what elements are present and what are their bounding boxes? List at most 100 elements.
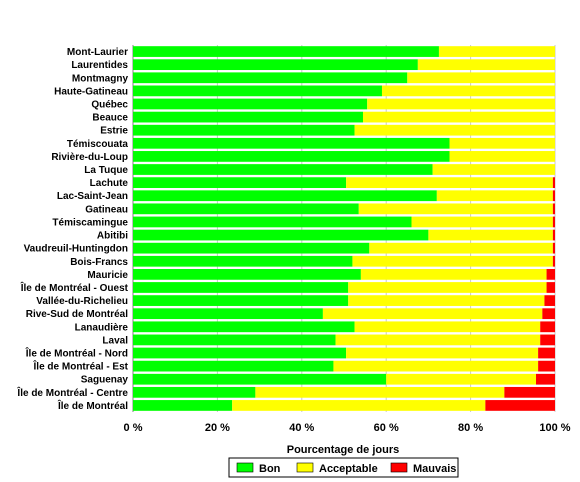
category-label: Bois-Francs [70,257,128,268]
bars [133,46,555,411]
bar-acceptable [449,151,555,162]
bar-acceptable [354,321,541,333]
bar-acceptable [411,216,553,228]
bar-bon [133,282,349,293]
x-tick-label: 40 % [289,422,314,434]
bar-acceptable [354,124,555,136]
category-label: Lac-Saint-Jean [57,191,128,202]
bar-acceptable [367,98,555,110]
bar-mauvais [552,216,555,228]
bar-bon [133,373,387,385]
bar-mauvais [546,282,555,293]
bar-acceptable [346,347,539,359]
category-label: Vallée-du-Richelieu [36,296,128,307]
bar-acceptable [407,72,555,84]
bar-bon [133,360,334,372]
bar-acceptable [362,111,555,123]
bar-mauvais [552,190,555,202]
x-tick-label: 60 % [374,422,399,434]
bar-bon [133,85,382,97]
bar-bon [133,255,353,267]
bar-acceptable [348,282,547,293]
category-label: Haute-Gatineau [54,86,128,97]
bar-bon [133,59,418,71]
category-label: Mont-Laurier [67,47,128,58]
legend: Bon Acceptable Mauvais [228,457,459,478]
bar-bon [133,72,408,84]
bar-acceptable [417,59,555,71]
bar-mauvais [542,308,555,320]
category-label: Estrie [100,126,128,137]
legend-label-bon: Bon [259,463,281,475]
category-labels: Mont-Laurier Laurentides Montmagny Haute-Ga… [16,47,128,412]
category-label: Île de Montréal - Centre [16,386,128,399]
category-label: Témiscouata [67,139,129,150]
category-label: Témiscamingue [52,217,128,228]
bar-bon [133,190,437,202]
bar-bon [133,229,429,241]
bar-bon [133,242,370,254]
bar-mauvais [552,255,555,267]
bar-acceptable [438,46,555,57]
x-tick-label: 80 % [458,422,483,434]
bar-bon [133,308,323,320]
bar-bon [133,334,336,346]
category-label: Gatineau [85,204,128,215]
bar-bon [133,216,412,228]
bar-acceptable [352,255,553,267]
category-label: Lachute [90,178,129,189]
bar-acceptable [255,386,505,398]
bar-bon [133,124,355,136]
bar-acceptable [333,360,539,372]
category-label: Île de Montréal - Est [33,360,129,373]
category-label: Lanaudière [75,322,129,333]
bar-mauvais [540,321,555,333]
category-label: Laurentides [71,60,128,71]
bar-acceptable [232,400,486,411]
bar-mauvais [546,269,555,280]
x-tick-label: 0 % [124,422,143,434]
category-label: Saguenay [81,375,129,386]
category-label: Vaudreuil-Huntingdon [24,244,128,255]
category-label: Québec [91,99,128,110]
category-label: Rivière-du-Loup [51,152,128,163]
bar-mauvais [536,373,555,385]
bar-bon [133,321,355,333]
bar-mauvais [504,386,555,398]
bar-acceptable [358,203,553,215]
legend-swatch-bon [236,462,254,473]
category-label: Montmagny [72,73,129,84]
legend-swatch-acceptable [296,462,314,473]
bar-acceptable [369,242,553,254]
bar-bon [133,98,368,110]
bar-bon [133,386,256,398]
bar-acceptable [428,229,553,241]
bar-mauvais [552,242,555,254]
bar-mauvais [485,400,555,411]
bar-mauvais [552,229,555,241]
bar-bon [133,177,347,188]
bar-bon [133,269,361,280]
bar-acceptable [322,308,543,320]
legend-label-acceptable: Acceptable [319,463,378,475]
x-tick-labels: 0 % 20 % 40 % 60 % 80 % 100 % [124,422,571,434]
bar-acceptable [381,85,555,97]
bar-bon [133,295,349,306]
bar-bon [133,151,450,162]
x-tick-label: 20 % [205,422,230,434]
bar-bon [133,347,347,359]
x-tick-label: 100 % [539,422,570,434]
category-label: Île de Montréal - Ouest [20,281,129,294]
bar-acceptable [346,177,553,188]
bar-mauvais [552,203,555,215]
bar-bon [133,203,359,215]
bar-acceptable [335,334,541,346]
bar-mauvais [540,334,555,346]
legend-label-mauvais: Mauvais [413,463,456,475]
bar-bon [133,111,363,123]
bar-mauvais [552,177,555,188]
category-label: Beauce [92,113,128,124]
bar-acceptable [449,137,555,149]
bar-bon [133,46,439,57]
bar-acceptable [432,164,555,175]
